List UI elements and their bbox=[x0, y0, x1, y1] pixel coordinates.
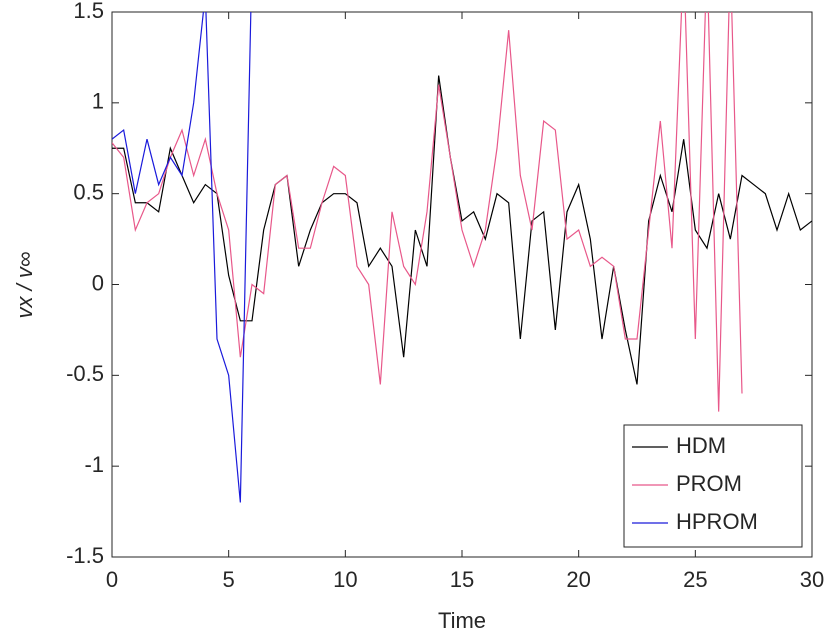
y-tick-label: 0.5 bbox=[73, 179, 104, 204]
y-tick-label: 0 bbox=[92, 270, 104, 295]
x-axis-label: Time bbox=[438, 608, 486, 633]
legend-label: HPROM bbox=[676, 509, 758, 534]
x-tick-label: 10 bbox=[333, 567, 357, 592]
series-line bbox=[112, 12, 743, 412]
series-line bbox=[112, 75, 812, 385]
y-tick-label: -1 bbox=[84, 452, 104, 477]
x-tick-label: 15 bbox=[450, 567, 474, 592]
plot-area bbox=[112, 12, 812, 503]
x-tick-label: 5 bbox=[223, 567, 235, 592]
series-line bbox=[112, 12, 252, 503]
x-tick-label: 30 bbox=[800, 567, 824, 592]
legend-label: HDM bbox=[676, 433, 726, 458]
legend: HDM PROM HPROM bbox=[623, 424, 803, 548]
legend-box bbox=[623, 424, 803, 548]
legend-label: PROM bbox=[676, 471, 742, 496]
y-axis-label: vx / v∞ bbox=[12, 251, 37, 318]
y-tick-label: -0.5 bbox=[66, 361, 104, 386]
y-tick-label: -1.5 bbox=[66, 543, 104, 568]
y-tick-label: 1.5 bbox=[73, 0, 104, 23]
x-tick-label: 25 bbox=[683, 567, 707, 592]
x-tick-label: 0 bbox=[106, 567, 118, 592]
y-tick-label: 1 bbox=[92, 89, 104, 114]
x-tick-label: 20 bbox=[566, 567, 590, 592]
